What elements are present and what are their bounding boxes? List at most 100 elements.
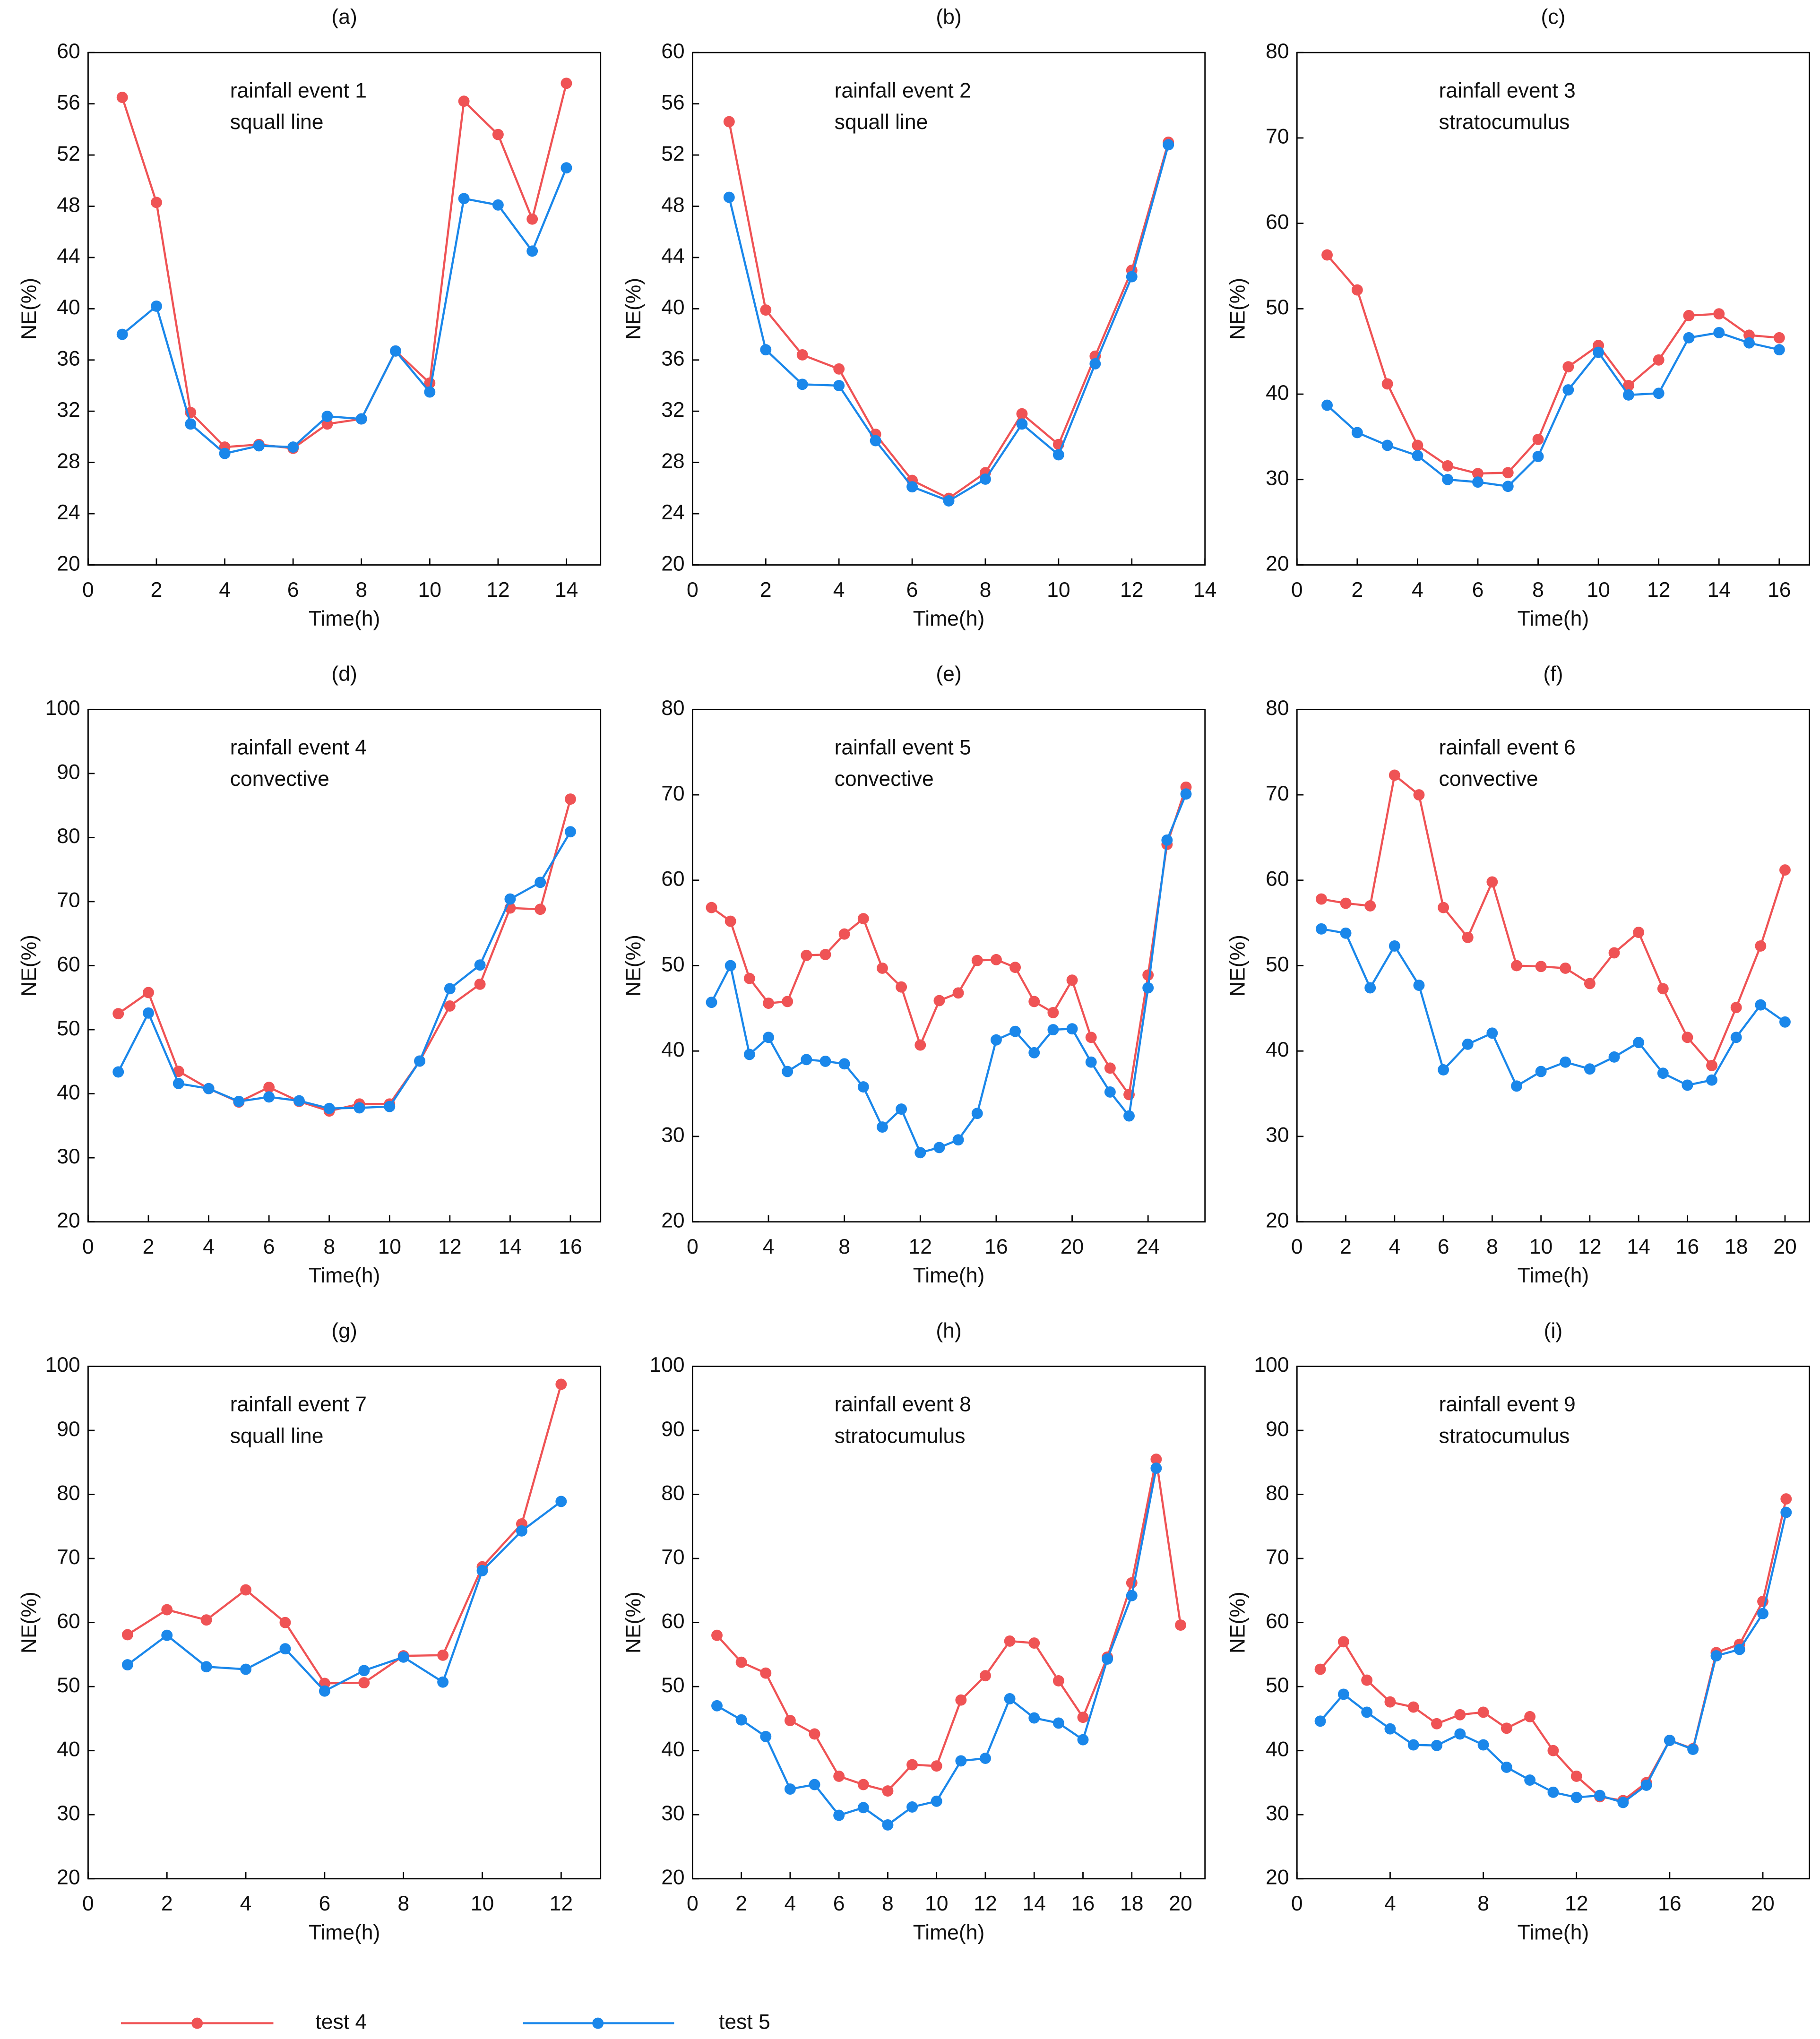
x-tick-label: 12	[438, 1235, 461, 1258]
panel-title: (b)	[936, 6, 961, 29]
series-line	[1326, 331, 1780, 488]
marker	[1047, 1024, 1059, 1036]
x-tick-label: 14	[1193, 578, 1216, 602]
marker	[263, 1082, 275, 1093]
marker	[1321, 399, 1333, 411]
marker	[763, 1032, 774, 1043]
marker	[1511, 960, 1522, 972]
marker	[555, 1496, 567, 1507]
y-tick-label: 60	[661, 40, 684, 63]
marker	[906, 481, 918, 493]
marker	[990, 1034, 1002, 1046]
marker	[931, 1795, 942, 1807]
x-tick-label: 0	[687, 1235, 699, 1258]
panel-title: (c)	[1541, 6, 1566, 29]
y-tick-label: 100	[1254, 1353, 1289, 1377]
legend-marker	[191, 2017, 203, 2029]
plot-frame	[87, 52, 602, 566]
y-tick-label: 20	[661, 1866, 684, 1889]
marker	[1180, 788, 1192, 800]
marker	[1351, 427, 1363, 439]
marker	[1755, 940, 1767, 952]
x-tick-label: 4	[1384, 1892, 1396, 1915]
y-axis-label: NE(%)	[17, 935, 41, 997]
x-tick-label: 2	[161, 1892, 173, 1915]
marker	[809, 1728, 820, 1740]
x-tick-label: 12	[1647, 578, 1670, 602]
marker	[1412, 450, 1423, 462]
x-axis-label: Time(h)	[913, 1264, 985, 1287]
y-axis-label: NE(%)	[622, 935, 645, 997]
x-tick-label: 16	[1071, 1892, 1095, 1915]
marker	[1570, 1770, 1582, 1782]
marker	[1570, 1791, 1582, 1803]
marker	[1442, 460, 1454, 472]
marker	[444, 983, 456, 995]
marker	[990, 954, 1002, 965]
marker	[1028, 1637, 1040, 1649]
y-tick-label: 100	[45, 1353, 80, 1377]
marker	[760, 1667, 772, 1679]
y-tick-label: 60	[57, 953, 80, 976]
marker	[1407, 1739, 1419, 1751]
marker	[1524, 1711, 1536, 1722]
marker	[735, 1714, 747, 1726]
marker	[1501, 1722, 1512, 1734]
marker	[1706, 1074, 1718, 1086]
marker	[1361, 1706, 1373, 1718]
y-tick-label: 30	[661, 1124, 684, 1147]
marker	[1773, 332, 1785, 344]
marker	[1560, 962, 1571, 974]
marker	[1713, 308, 1725, 320]
x-tick-label: 4	[785, 1892, 796, 1915]
marker	[980, 1753, 991, 1764]
marker	[1384, 1723, 1396, 1735]
marker	[424, 386, 436, 398]
y-tick-label: 100	[45, 697, 80, 720]
x-axis-label: Time(h)	[1518, 1921, 1589, 1944]
marker	[1384, 1696, 1396, 1708]
marker	[980, 1670, 991, 1682]
x-tick-label: 20	[1061, 1235, 1084, 1258]
y-tick-label: 20	[57, 1209, 80, 1232]
x-tick-label: 16	[559, 1235, 582, 1258]
marker	[1454, 1728, 1466, 1740]
marker	[1066, 974, 1078, 986]
marker	[1633, 1037, 1645, 1049]
marker	[809, 1779, 820, 1790]
marker	[1340, 897, 1352, 909]
marker	[1052, 449, 1064, 461]
marker	[200, 1614, 212, 1626]
marker	[1734, 1643, 1745, 1655]
marker	[397, 1651, 409, 1663]
marker	[1389, 940, 1400, 952]
marker	[955, 1755, 967, 1767]
marker	[1089, 358, 1101, 370]
marker	[287, 441, 299, 453]
y-tick-label: 40	[661, 296, 684, 319]
y-tick-label: 70	[57, 889, 80, 912]
x-tick-label: 4	[763, 1235, 775, 1258]
marker	[801, 1054, 812, 1066]
y-tick-label: 80	[661, 697, 684, 720]
y-tick-label: 60	[1266, 210, 1289, 233]
series-line	[121, 83, 568, 450]
x-tick-label: 6	[833, 1892, 845, 1915]
x-tick-label: 8	[980, 578, 992, 602]
marker	[492, 199, 504, 211]
y-tick-label: 24	[661, 501, 684, 524]
y-tick-label: 56	[57, 91, 80, 114]
y-tick-label: 28	[661, 449, 684, 473]
plot-frame	[87, 1366, 602, 1880]
panel-title: (i)	[1544, 1319, 1562, 1342]
x-tick-label: 0	[82, 1892, 94, 1915]
marker	[1016, 418, 1028, 430]
marker	[1779, 864, 1791, 876]
x-tick-label: 10	[418, 578, 441, 602]
y-tick-label: 70	[1266, 1546, 1289, 1569]
y-tick-label: 40	[1266, 1038, 1289, 1061]
x-tick-label: 24	[1136, 1235, 1159, 1258]
x-tick-label: 6	[263, 1235, 275, 1258]
marker	[706, 997, 717, 1008]
x-tick-label: 14	[1023, 1892, 1046, 1915]
